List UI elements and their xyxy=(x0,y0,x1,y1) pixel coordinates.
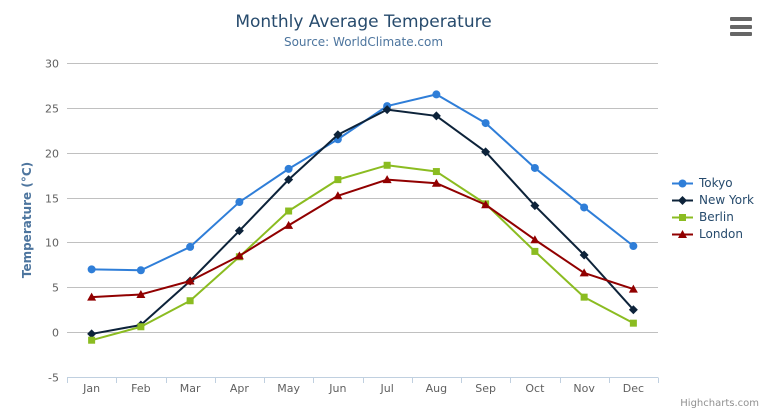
data-point-marker[interactable] xyxy=(629,242,638,251)
data-point-marker[interactable] xyxy=(530,235,540,244)
y-axis-label: 25 xyxy=(45,103,59,116)
legend-item-label: Tokyo xyxy=(699,176,733,190)
legend-marker-square-icon xyxy=(672,214,693,221)
data-point-marker[interactable] xyxy=(432,168,440,176)
data-point-marker[interactable] xyxy=(334,176,342,184)
data-point-marker[interactable] xyxy=(531,247,539,255)
data-point-marker[interactable] xyxy=(234,251,244,260)
x-axis-label: Jul xyxy=(379,382,393,395)
data-point-marker[interactable] xyxy=(333,191,343,200)
data-point-marker[interactable] xyxy=(580,293,588,301)
legend-marker-diamond-icon xyxy=(672,196,693,205)
x-axis-label: Mar xyxy=(180,382,201,395)
legend-item-tokyo[interactable]: Tokyo xyxy=(671,175,754,192)
data-point-marker[interactable] xyxy=(87,265,96,274)
y-axis-label: 0 xyxy=(52,327,59,340)
data-point-marker[interactable] xyxy=(481,200,491,209)
data-point-marker[interactable] xyxy=(284,220,294,229)
x-axis-label: Dec xyxy=(623,382,644,395)
data-point-marker[interactable] xyxy=(136,289,146,298)
data-point-marker[interactable] xyxy=(137,323,145,331)
data-point-marker[interactable] xyxy=(185,276,195,285)
legend-item-new-york[interactable]: New York xyxy=(671,192,754,209)
legend-item-london[interactable]: London xyxy=(671,226,754,243)
x-axis-label: May xyxy=(277,382,300,395)
data-point-marker[interactable] xyxy=(628,305,638,315)
legend-marker-triangle-icon xyxy=(672,230,693,238)
chart-title: Monthly Average Temperature xyxy=(235,12,492,32)
data-point-marker[interactable] xyxy=(186,242,195,251)
legend-marker-shape xyxy=(678,230,687,238)
x-axis-label: Aug xyxy=(426,382,447,395)
data-point-marker[interactable] xyxy=(382,105,392,115)
data-point-marker[interactable] xyxy=(432,90,441,99)
data-point-marker[interactable] xyxy=(481,147,491,157)
y-axis-label: 15 xyxy=(45,193,59,206)
x-axis-label: Oct xyxy=(525,382,545,395)
data-point-marker[interactable] xyxy=(383,161,391,169)
legend: Tokyo New York Berlin London xyxy=(671,175,754,243)
series-line xyxy=(90,164,635,342)
highcharts-credits-link[interactable]: Highcharts.com xyxy=(680,398,759,409)
legend-marker-shape xyxy=(679,214,686,221)
data-point-marker[interactable] xyxy=(88,336,96,344)
legend-marker-circle-icon xyxy=(672,179,693,188)
hamburger-menu-icon xyxy=(730,17,752,36)
series-new-york[interactable] xyxy=(87,105,638,339)
data-point-marker[interactable] xyxy=(530,163,539,172)
legend-item-label: London xyxy=(699,227,743,241)
data-point-marker[interactable] xyxy=(629,319,637,327)
x-axis-label: Nov xyxy=(573,382,595,395)
data-point-marker[interactable] xyxy=(87,292,97,301)
data-point-marker[interactable] xyxy=(87,329,97,339)
legend-item-label: New York xyxy=(699,193,754,207)
series-line xyxy=(90,108,635,335)
x-axis-label: Jan xyxy=(82,382,100,395)
series-line xyxy=(90,93,635,272)
y-axis-label: 30 xyxy=(45,58,59,71)
data-point-marker[interactable] xyxy=(333,130,343,140)
data-point-marker[interactable] xyxy=(580,203,589,212)
legend-marker-shape xyxy=(678,196,687,205)
export-menu-button[interactable] xyxy=(730,17,752,36)
y-axis-label: 5 xyxy=(52,282,59,295)
data-point-marker[interactable] xyxy=(579,268,589,277)
y-axis-title: Temperature (°C) xyxy=(20,161,34,279)
data-point-marker[interactable] xyxy=(382,175,392,184)
series-line xyxy=(90,178,635,299)
data-point-marker[interactable] xyxy=(628,284,638,293)
data-point-marker[interactable] xyxy=(579,250,589,260)
data-point-marker[interactable] xyxy=(284,164,293,173)
data-point-marker[interactable] xyxy=(235,198,244,207)
legend-item-berlin[interactable]: Berlin xyxy=(671,209,754,226)
chart-subtitle: Source: WorldClimate.com xyxy=(283,35,444,49)
y-axis-label: -5 xyxy=(48,372,59,385)
x-axis-label: Feb xyxy=(131,382,150,395)
data-point-marker[interactable] xyxy=(136,266,145,275)
x-axis-label: Jun xyxy=(328,382,346,395)
data-point-marker[interactable] xyxy=(481,119,490,128)
y-axis-label: 20 xyxy=(45,148,59,161)
series-tokyo[interactable] xyxy=(87,90,638,275)
y-axis-label: 10 xyxy=(45,237,59,250)
data-point-marker[interactable] xyxy=(284,175,294,185)
data-point-marker[interactable] xyxy=(431,111,441,121)
data-point-marker[interactable] xyxy=(234,226,244,236)
series-berlin[interactable] xyxy=(88,161,637,344)
series-london[interactable] xyxy=(87,175,638,301)
x-axis-label: Sep xyxy=(475,382,496,395)
data-point-marker[interactable] xyxy=(285,207,293,215)
data-point-marker[interactable] xyxy=(530,201,540,211)
x-axis-label: Apr xyxy=(230,382,250,395)
data-point-marker[interactable] xyxy=(186,297,194,305)
legend-marker-shape xyxy=(678,179,687,188)
data-point-marker[interactable] xyxy=(431,178,441,187)
legend-item-label: Berlin xyxy=(699,210,734,224)
